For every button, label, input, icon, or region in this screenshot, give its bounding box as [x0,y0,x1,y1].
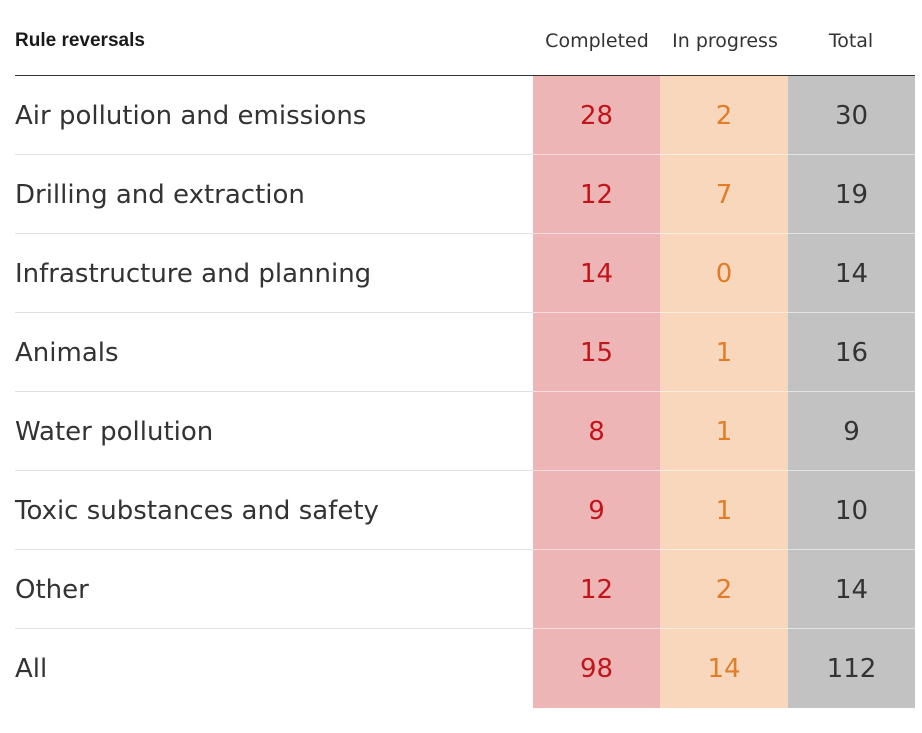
table-row: Drilling and extraction 12 7 19 [15,155,915,234]
total-value: 9 [788,392,915,471]
cell-divider [533,549,915,550]
table-title: Rule reversals [15,30,145,51]
completed-value: 15 [533,313,660,392]
completed-value: 28 [533,76,660,155]
row-label: Toxic substances and safety [15,496,379,526]
in-progress-value: 7 [660,155,788,234]
table-row: Water pollution 8 1 9 [15,392,915,471]
rule-reversals-table: Rule reversals Completed In progress Tot… [15,0,915,708]
column-header-in-progress: In progress [672,30,778,52]
table-row: Animals 15 1 16 [15,313,915,392]
completed-value: 98 [533,629,660,708]
row-divider [15,391,533,392]
completed-value: 9 [533,471,660,550]
total-value: 19 [788,155,915,234]
row-label: Infrastructure and planning [15,259,372,289]
row-divider [15,312,533,313]
total-value: 112 [788,629,915,708]
row-divider [15,233,533,234]
cell-divider [533,154,915,155]
cell-divider [533,312,915,313]
total-value: 14 [788,234,915,313]
row-label: Other [15,575,89,605]
table-row: Infrastructure and planning 14 0 14 [15,234,915,313]
table-row: All 98 14 112 [15,629,915,708]
completed-value: 12 [533,550,660,629]
cell-divider [533,628,915,629]
cell-divider [533,391,915,392]
total-value: 16 [788,313,915,392]
table-header: Rule reversals Completed In progress Tot… [15,0,915,76]
total-value: 30 [788,76,915,155]
row-label: Water pollution [15,417,214,447]
row-divider [15,549,533,550]
cell-divider [533,470,915,471]
column-header-completed: Completed [545,30,649,52]
row-label: All [15,654,48,684]
total-value: 10 [788,471,915,550]
row-label: Air pollution and emissions [15,101,367,131]
row-divider [15,154,533,155]
completed-value: 12 [533,155,660,234]
row-label: Drilling and extraction [15,180,305,210]
total-value: 14 [788,550,915,629]
completed-value: 8 [533,392,660,471]
table-row: Other 12 2 14 [15,550,915,629]
row-divider [15,628,533,629]
row-divider [15,470,533,471]
cell-divider [533,233,915,234]
column-header-total: Total [828,30,874,52]
row-label: Animals [15,338,119,368]
in-progress-value: 14 [660,629,788,708]
in-progress-value: 2 [660,550,788,629]
table-row: Air pollution and emissions 28 2 30 [15,76,915,155]
table-body: Air pollution and emissions 28 2 30 Drilling… [15,76,915,708]
in-progress-value: 1 [660,313,788,392]
completed-value: 14 [533,234,660,313]
in-progress-value: 1 [660,392,788,471]
in-progress-value: 0 [660,234,788,313]
in-progress-value: 1 [660,471,788,550]
in-progress-value: 2 [660,76,788,155]
table-row: Toxic substances and safety 9 1 10 [15,471,915,550]
